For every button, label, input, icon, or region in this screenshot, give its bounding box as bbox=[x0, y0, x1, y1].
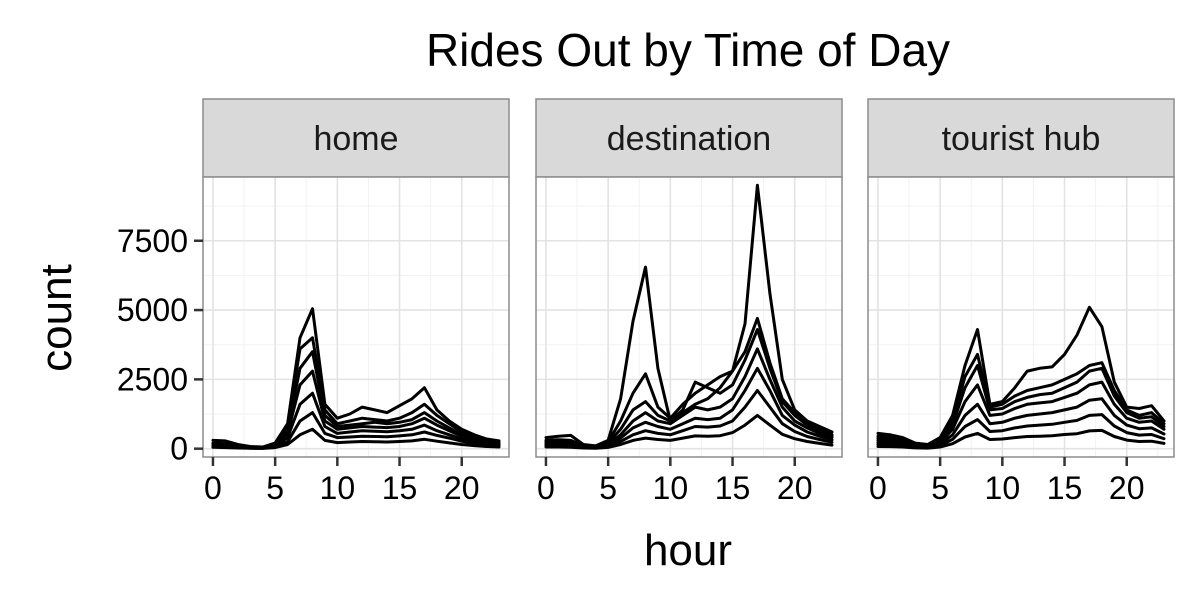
panel-border bbox=[202, 176, 510, 458]
x-tick-label: 5 bbox=[931, 470, 949, 506]
facet-strip-label: home bbox=[313, 120, 398, 158]
y-tick-label: 5000 bbox=[117, 292, 188, 328]
y-tick-label: 0 bbox=[170, 431, 188, 467]
panel-border bbox=[535, 176, 843, 458]
x-tick-label: 20 bbox=[1109, 470, 1145, 506]
plot-background bbox=[203, 177, 509, 457]
x-axes: 0 5 10 15 20 0 5 10 15 20 0 5 10 15 20 bbox=[204, 457, 1145, 506]
panel-home: home bbox=[202, 98, 510, 458]
panel-tourist-hub: tourist hub bbox=[867, 98, 1175, 458]
facet-strip bbox=[202, 98, 510, 178]
x-axis-home: 0 5 10 15 20 bbox=[204, 457, 480, 506]
x-tick-label: 5 bbox=[599, 470, 617, 506]
plot-background bbox=[868, 177, 1174, 457]
x-axis-destination: 0 5 10 15 20 bbox=[537, 457, 813, 506]
facet-strip-label: destination bbox=[607, 120, 771, 158]
series-line bbox=[211, 427, 501, 450]
x-axis-title: hour bbox=[644, 526, 732, 575]
chart-panels: home destination tourist hub bbox=[202, 98, 1175, 458]
panel-border bbox=[867, 176, 1175, 458]
series-line bbox=[544, 413, 834, 450]
facet-strip-label: tourist hub bbox=[942, 120, 1101, 158]
y-tick-label: 7500 bbox=[117, 223, 188, 259]
x-tick-label: 0 bbox=[869, 470, 887, 506]
facet-strip bbox=[535, 98, 843, 178]
y-axis: 0 2500 5000 7500 bbox=[117, 223, 203, 467]
y-axis-title: count bbox=[32, 264, 81, 372]
x-tick-label: 10 bbox=[653, 470, 689, 506]
x-tick-label: 10 bbox=[320, 470, 356, 506]
x-axis-tourist-hub: 0 5 10 15 20 bbox=[869, 457, 1145, 506]
x-tick-label: 20 bbox=[777, 470, 813, 506]
facet-strip bbox=[867, 98, 1175, 178]
series-line bbox=[876, 428, 1166, 450]
x-tick-label: 0 bbox=[204, 470, 222, 506]
x-tick-label: 0 bbox=[537, 470, 555, 506]
y-tick-label: 2500 bbox=[117, 361, 188, 397]
panel-destination: destination bbox=[535, 98, 843, 458]
x-tick-label: 15 bbox=[715, 470, 751, 506]
x-tick-label: 20 bbox=[444, 470, 480, 506]
x-tick-label: 5 bbox=[266, 470, 284, 506]
x-tick-label: 10 bbox=[985, 470, 1021, 506]
x-tick-label: 15 bbox=[382, 470, 418, 506]
x-tick-label: 15 bbox=[1047, 470, 1083, 506]
chart-title: Rides Out by Time of Day bbox=[426, 24, 950, 76]
